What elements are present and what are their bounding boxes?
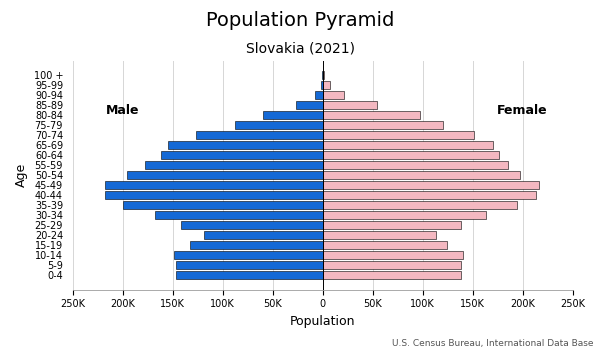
- Text: Population Pyramid: Population Pyramid: [206, 10, 394, 29]
- Bar: [127, 171, 323, 179]
- X-axis label: Population: Population: [290, 315, 355, 328]
- Bar: [323, 111, 419, 119]
- Bar: [323, 131, 473, 139]
- Bar: [296, 101, 323, 110]
- Bar: [320, 81, 323, 89]
- Bar: [323, 241, 446, 249]
- Bar: [323, 191, 536, 199]
- Bar: [323, 231, 436, 239]
- Bar: [314, 91, 323, 99]
- Bar: [176, 271, 323, 279]
- Bar: [176, 261, 323, 269]
- Bar: [323, 201, 517, 209]
- Bar: [323, 181, 539, 189]
- Bar: [323, 271, 461, 279]
- Bar: [323, 211, 485, 219]
- Bar: [323, 101, 377, 110]
- Bar: [263, 111, 323, 119]
- Bar: [155, 211, 323, 219]
- Bar: [105, 191, 323, 199]
- Y-axis label: Age: Age: [15, 163, 28, 187]
- Bar: [204, 231, 323, 239]
- Bar: [323, 121, 443, 130]
- Bar: [105, 181, 323, 189]
- Text: Male: Male: [106, 104, 139, 117]
- Bar: [161, 151, 323, 159]
- Bar: [323, 261, 461, 269]
- Text: Female: Female: [497, 104, 548, 117]
- Bar: [323, 91, 344, 99]
- Bar: [323, 71, 324, 79]
- Bar: [323, 161, 508, 169]
- Bar: [235, 121, 323, 130]
- Text: U.S. Census Bureau, International Data Base: U.S. Census Bureau, International Data B…: [392, 339, 594, 348]
- Bar: [323, 151, 499, 159]
- Bar: [181, 221, 323, 229]
- Bar: [190, 241, 323, 249]
- Bar: [174, 251, 323, 259]
- Bar: [196, 131, 323, 139]
- Bar: [145, 161, 323, 169]
- Bar: [123, 201, 323, 209]
- Bar: [323, 171, 520, 179]
- Bar: [323, 81, 329, 89]
- Bar: [323, 141, 493, 149]
- Bar: [323, 221, 461, 229]
- Bar: [168, 141, 323, 149]
- Text: Slovakia (2021): Slovakia (2021): [245, 42, 355, 56]
- Bar: [323, 251, 463, 259]
